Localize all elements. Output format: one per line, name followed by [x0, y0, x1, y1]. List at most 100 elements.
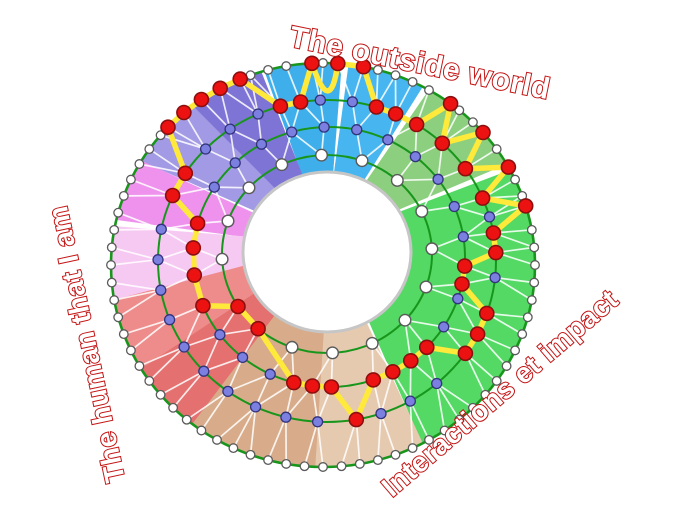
node-red — [475, 124, 491, 141]
node-purple — [236, 351, 249, 364]
node-red — [195, 297, 211, 314]
node-white — [326, 346, 340, 360]
mesh-line — [254, 373, 271, 408]
node-red — [478, 305, 495, 322]
node-white — [263, 64, 274, 75]
node-red — [418, 339, 435, 356]
mesh-line — [160, 370, 205, 396]
node-white — [526, 224, 537, 235]
node-white — [355, 154, 369, 168]
node-white — [281, 61, 292, 72]
node-red — [250, 320, 266, 337]
node-red — [292, 94, 309, 110]
node-red — [469, 326, 486, 342]
node-white — [106, 277, 117, 288]
mesh-line — [172, 370, 205, 409]
node-white — [439, 425, 450, 436]
node-white — [134, 159, 145, 169]
mesh-line — [249, 75, 259, 115]
node-white — [118, 329, 129, 340]
node-white — [125, 174, 136, 185]
node-purple — [229, 157, 241, 169]
mesh-line — [267, 416, 287, 461]
node-red — [186, 267, 203, 283]
node-purple — [280, 411, 292, 423]
node-red — [500, 159, 517, 175]
node-purple — [432, 173, 444, 185]
mesh-line — [435, 383, 446, 431]
node-white — [372, 64, 383, 75]
mesh-line — [203, 356, 243, 373]
node-white — [212, 434, 222, 445]
mesh-line — [229, 128, 262, 145]
node-white — [144, 375, 155, 386]
node-white — [318, 462, 328, 472]
node-red — [355, 58, 372, 75]
node-purple — [489, 271, 501, 284]
node-white — [390, 449, 401, 460]
node-white — [315, 148, 329, 162]
mesh-line — [139, 163, 186, 175]
node-white — [155, 130, 166, 141]
node-purple — [375, 407, 387, 420]
node-white — [491, 144, 502, 155]
node-white — [480, 389, 491, 400]
node-white — [118, 190, 129, 201]
node-white — [529, 277, 540, 288]
mesh-line — [117, 211, 162, 231]
node-purple — [178, 341, 190, 353]
node-white — [407, 443, 418, 454]
node-white — [228, 443, 239, 454]
node-red — [304, 55, 320, 72]
mesh-line — [377, 413, 382, 461]
node-purple — [351, 124, 363, 136]
node-red — [454, 276, 470, 292]
mesh-line — [111, 281, 161, 292]
node-white — [299, 461, 310, 472]
mesh-line — [216, 406, 257, 441]
node-white — [275, 158, 289, 172]
node-white — [336, 461, 347, 472]
node-red — [474, 190, 491, 206]
node-purple — [452, 293, 464, 305]
mesh-line — [229, 128, 237, 164]
node-white — [245, 449, 256, 460]
node-white — [398, 313, 412, 327]
mesh-line — [186, 390, 229, 421]
mesh-line — [494, 276, 533, 301]
node-white — [510, 345, 521, 356]
node-red — [185, 240, 202, 256]
mesh-line — [409, 401, 414, 449]
node-white — [125, 345, 136, 356]
node-white — [263, 455, 274, 466]
mesh-line — [409, 400, 430, 441]
node-white — [168, 402, 179, 413]
node-red — [434, 135, 451, 152]
node-white — [529, 242, 540, 253]
node-white — [106, 242, 117, 253]
node-red — [189, 215, 206, 232]
mesh-line — [148, 346, 185, 382]
node-red — [517, 198, 534, 214]
mesh-line — [397, 178, 439, 182]
node-white — [221, 214, 235, 228]
node-red — [304, 378, 321, 394]
node-white — [181, 414, 192, 425]
node-red — [442, 95, 459, 112]
node-white — [390, 70, 401, 81]
node-white — [467, 117, 478, 128]
mesh-line — [436, 382, 474, 409]
mesh-line — [249, 406, 257, 455]
node-red — [230, 298, 246, 315]
node-red — [387, 106, 404, 122]
node-white — [407, 76, 418, 87]
node-purple — [214, 329, 226, 341]
node-white — [467, 402, 478, 413]
mesh-line — [200, 390, 229, 431]
mesh-line — [316, 421, 324, 468]
mesh-line — [111, 246, 159, 261]
mesh-line — [303, 421, 319, 467]
node-white — [354, 458, 365, 469]
